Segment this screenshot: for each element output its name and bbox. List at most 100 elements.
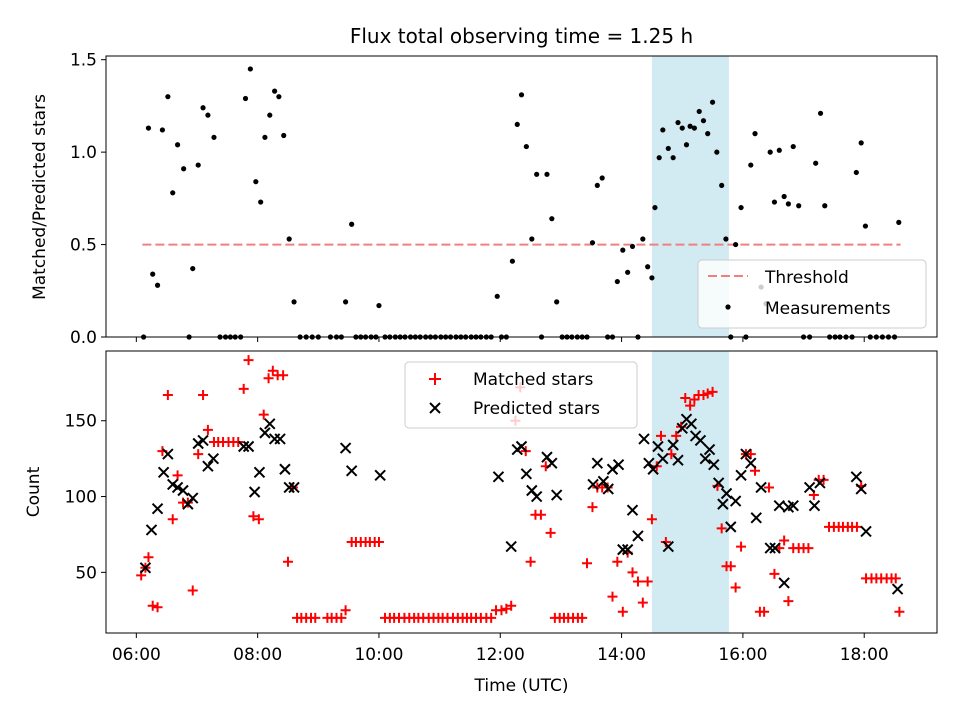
bottom-y-axis-label: Count: [24, 466, 44, 517]
top-y-tick-label: 0.5: [70, 236, 97, 256]
top-x-ticks: [135, 337, 865, 342]
measurement-point: [253, 179, 259, 185]
measurement-point: [272, 88, 278, 94]
measurement-point: [276, 94, 282, 100]
measurement-point: [518, 92, 525, 98]
predicted-star-point: [662, 540, 674, 553]
measurement-point: [554, 299, 560, 305]
matched-star-point: [198, 389, 209, 400]
matched-star-point: [582, 558, 593, 569]
measurement-point: [145, 125, 152, 131]
measurement-point: [154, 282, 161, 288]
legend-measurements-swatch: [725, 304, 731, 310]
measurement-point: [691, 125, 697, 131]
predicted-star-point: [717, 498, 729, 510]
matched-star-point: [851, 521, 862, 532]
predicted-star-point: [667, 439, 679, 451]
measurement-point: [700, 118, 707, 124]
measurement-point: [862, 223, 869, 229]
x-tick-label: 14:00: [597, 645, 646, 665]
matched-star-point: [671, 430, 682, 441]
predicted-star-point: [197, 434, 209, 447]
measurement-point: [670, 155, 676, 161]
predicted-star-point: [259, 427, 271, 439]
predicted-star-point: [264, 418, 276, 430]
matched-star-point: [258, 409, 269, 420]
x-tick-label: 16:00: [718, 645, 767, 665]
measurement-point: [589, 240, 596, 246]
measurement-point: [291, 299, 297, 305]
top-y-tick-label: 0.0: [70, 328, 97, 348]
measurement-point: [738, 204, 744, 211]
measurement-point: [376, 302, 382, 309]
predicted-star-point: [735, 469, 747, 482]
matched-star-point: [525, 556, 536, 567]
legend-threshold-label: Threshold: [764, 268, 849, 288]
predicted-star-point: [279, 463, 291, 475]
legend-predicted-label: Predicted stars: [473, 399, 600, 419]
matched-star-point: [763, 482, 774, 493]
bottom-legend: Matched stars Predicted stars: [404, 361, 638, 429]
measurement-point: [656, 155, 662, 161]
matched-star-point: [707, 386, 718, 397]
predicted-star-point: [632, 530, 644, 542]
count-points: [136, 355, 905, 623]
predicted-star-point: [808, 499, 821, 512]
top-panel: 0.0 0.5 1.0 1.5 Matched/Predicted stars Thr…: [30, 51, 938, 348]
predicted-star-point: [505, 540, 517, 553]
predicted-star-point: [652, 440, 664, 453]
measurement-point: [645, 264, 651, 270]
predicted-star-point: [242, 440, 255, 453]
matched-star-point: [587, 502, 598, 513]
matched-star-point: [202, 424, 213, 435]
measurement-point: [817, 110, 824, 116]
matched-star-point: [167, 514, 178, 525]
legend-measurements-label: Measurements: [765, 299, 891, 319]
measurement-point: [696, 108, 702, 115]
predicted-star-point: [587, 478, 599, 491]
predicted-star-point: [602, 483, 614, 495]
predicted-star-point: [720, 487, 733, 500]
predicted-star-point: [253, 466, 266, 478]
measurement-point: [781, 193, 787, 200]
matched-star-point: [238, 383, 249, 394]
predicted-star-point: [268, 433, 281, 445]
predicted-star-point: [274, 433, 286, 445]
measurement-point: [687, 123, 693, 129]
predicted-star-point: [643, 457, 655, 469]
matched-star-point: [759, 606, 770, 617]
matched-star-point: [152, 602, 163, 613]
matched-star-point: [535, 509, 546, 520]
top-y-axis-label: Matched/Predicted stars: [30, 94, 50, 300]
top-legend: Threshold Measurements: [697, 259, 927, 329]
predicted-star-point: [787, 499, 799, 512]
predicted-star-point: [626, 504, 639, 516]
measurement-point: [683, 142, 690, 148]
predicted-star-point: [157, 466, 170, 478]
matched-star-point: [340, 605, 351, 616]
predicted-star-point: [745, 457, 757, 469]
measurement-point: [342, 299, 349, 305]
measurement-point: [776, 147, 782, 153]
bottom-legend-box: [404, 361, 638, 429]
matched-star-point: [577, 612, 588, 623]
matched-star-point: [642, 576, 653, 587]
predicted-star-point: [151, 502, 164, 515]
predicted-star-point: [617, 543, 629, 556]
measurement-point: [211, 134, 217, 140]
measurement-point: [714, 149, 720, 155]
measurement-point: [771, 199, 778, 205]
top-axes-frame: [105, 55, 938, 338]
predicted-star-point: [850, 471, 863, 483]
measurement-point: [281, 132, 287, 139]
measurement-point: [813, 160, 819, 166]
predicted-star-point: [814, 477, 826, 489]
matched-star-point: [506, 600, 517, 611]
predicted-star-point: [672, 454, 684, 466]
matched-star-point: [233, 436, 244, 447]
matched-star-point: [769, 568, 780, 579]
predicted-star-point: [591, 457, 604, 469]
measurement-point: [767, 149, 773, 155]
predicted-star-point: [374, 469, 386, 482]
predicted-star-point: [657, 452, 669, 465]
